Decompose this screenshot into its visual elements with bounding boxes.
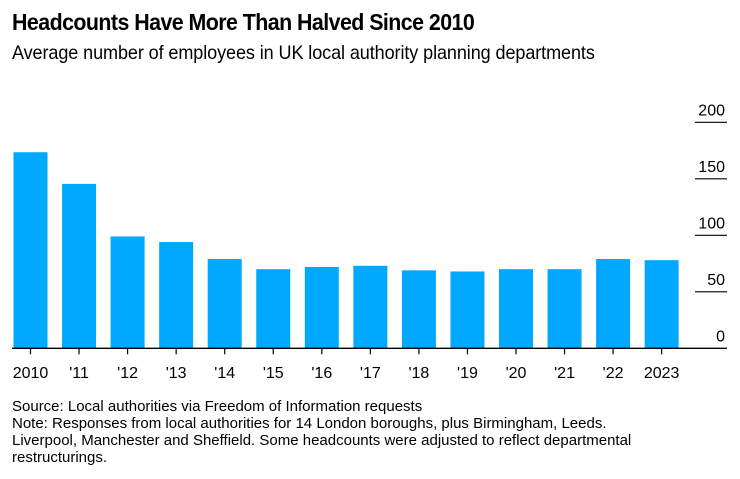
bar [159, 242, 194, 349]
note-line-3: restructurings. [12, 449, 108, 466]
y-tick-label: 0 [716, 328, 725, 345]
bar [353, 265, 388, 349]
bar [256, 269, 291, 349]
x-tick-label: '11 [69, 365, 89, 382]
source-note: Source: Local authorities via Freedom of… [12, 398, 423, 415]
x-axis-labels: 2010 '11 '12 '13 '14 '15 '16 '17 '18 '19 '20 '21 '22… [13, 365, 680, 382]
y-tick-label: 100 [698, 215, 725, 232]
note-line-1: Note: Responses from local authorities f… [12, 415, 607, 432]
bar [13, 152, 48, 349]
x-tick-label: '15 [263, 365, 284, 382]
x-tick-label: '14 [214, 365, 235, 382]
y-tick-label: 50 [707, 272, 725, 289]
chart-subtitle: Average number of employees in UK local … [12, 42, 595, 64]
y-axis-labels: 0 50 100 150 200 [698, 102, 725, 345]
bar [207, 259, 242, 349]
bars [13, 152, 679, 349]
x-tick-label: '17 [360, 365, 381, 382]
bar [401, 270, 436, 349]
x-tick-label: '16 [311, 365, 332, 382]
x-tick-label: '22 [603, 365, 624, 382]
bar [499, 269, 533, 349]
bar [62, 183, 97, 349]
x-tick-label: '13 [166, 365, 187, 382]
bar [304, 266, 339, 349]
x-tick-label: '19 [457, 365, 478, 382]
x-axis [12, 347, 727, 355]
bar [450, 271, 485, 349]
note-line-2: Liverpool, Manchester and Sheffield. Som… [12, 432, 632, 449]
x-tick-label: '18 [408, 365, 429, 382]
y-gridlines [695, 121, 727, 293]
x-tick-label: '21 [554, 365, 575, 382]
footnote: Source: Local authorities via Freedom of… [12, 398, 732, 466]
x-tick-label: 2023 [644, 365, 680, 382]
bar [644, 260, 679, 349]
bar [110, 236, 145, 349]
y-tick-label: 150 [698, 159, 725, 176]
x-tick-label: 2010 [13, 365, 49, 382]
y-tick-label: 200 [698, 102, 725, 119]
x-tick-label: '20 [506, 365, 527, 382]
bar [596, 259, 631, 349]
bar [547, 269, 582, 349]
x-tick-label: '12 [117, 365, 138, 382]
chart-title: Headcounts Have More Than Halved Since 2… [12, 9, 475, 35]
